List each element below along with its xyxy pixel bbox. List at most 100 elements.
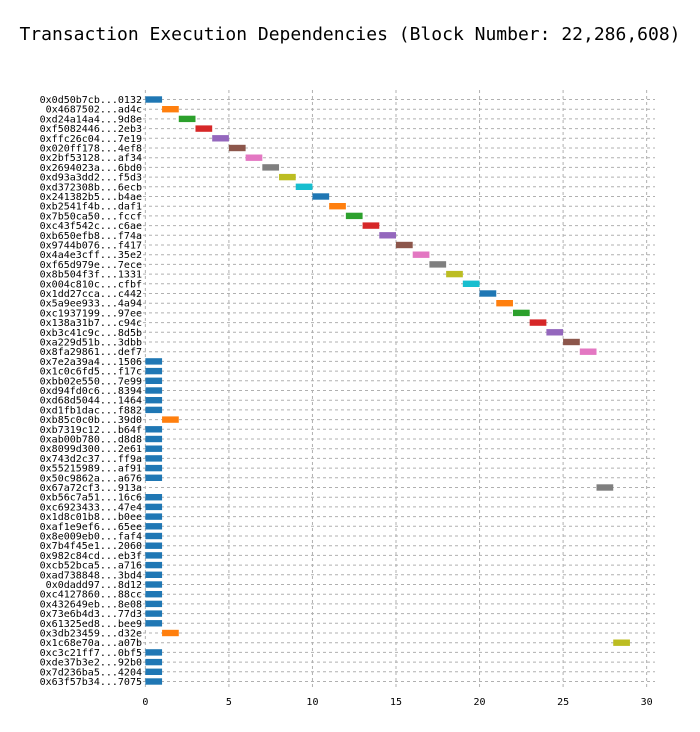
y-tick-label: 0xc1937199...97ee xyxy=(40,308,142,319)
chart-title: Transaction Execution Dependencies (Bloc… xyxy=(19,24,680,45)
y-tick-label: 0xb85c0c0b...39d0 xyxy=(40,415,142,426)
y-tick-label: 0x432649eb...8e08 xyxy=(40,599,142,610)
grid-layer xyxy=(137,90,655,690)
task-bar xyxy=(145,532,163,540)
y-tick-label: 0xaf1e9ef6...65ee xyxy=(40,522,142,533)
task-bar xyxy=(479,290,497,297)
task-bar xyxy=(145,649,163,656)
y-tick-label: 0x982c84cd...eb3f xyxy=(40,551,142,562)
y-tick-label: 0xb3c41c9c...8d5b xyxy=(40,328,142,339)
task-bar xyxy=(613,639,630,646)
y-tick-label: 0x241382b5...b4ae xyxy=(40,192,142,203)
y-tick-label: 0x020ff178...4ef8 xyxy=(40,144,142,155)
y-tick-label: 0xd1fb1dac...f882 xyxy=(40,405,142,416)
y-tick-label: 0x1dd27cca...c442 xyxy=(40,289,142,300)
y-tick-label: 0x7e2a39a4...1506 xyxy=(40,357,142,368)
task-bar xyxy=(496,300,513,307)
y-tick-label: 0x7d236ba5...4204 xyxy=(40,667,142,678)
y-tick-label: 0x8099d300...2e61 xyxy=(40,444,142,455)
y-tick-label: 0x7b50ca50...fccf xyxy=(40,211,142,222)
y-tick-label: 0x73e6b4d3...77d3 xyxy=(40,609,142,620)
y-tick-label: 0xc3c21ff7...0bf5 xyxy=(40,648,142,659)
task-bar xyxy=(145,591,163,598)
task-bar xyxy=(145,523,163,530)
x-tick-label: 20 xyxy=(474,697,486,708)
bar-layer xyxy=(145,96,630,685)
task-bar xyxy=(145,571,163,578)
y-tick-label: 0x1c68e70a...a07b xyxy=(40,638,142,649)
task-bar xyxy=(145,96,163,103)
y-tick-label: 0xd68d5044...1464 xyxy=(40,396,142,407)
x-tick-label: 0 xyxy=(142,697,148,708)
task-bar xyxy=(145,397,163,404)
task-bar xyxy=(579,348,597,355)
y-tick-label: 0xffc26c04...7e19 xyxy=(40,134,142,145)
task-bar xyxy=(212,135,229,142)
y-tick-label: 0x1d8c01b8...b0ee xyxy=(40,512,142,523)
task-bar xyxy=(262,164,280,171)
task-bar xyxy=(145,678,163,685)
task-bar xyxy=(145,387,163,394)
task-bar xyxy=(145,561,163,569)
y-tick-label: 0x2bf53128...af34 xyxy=(40,153,142,164)
y-tick-label: 0xb2541f4b...daf1 xyxy=(40,202,142,213)
task-bar xyxy=(195,125,213,132)
task-bar xyxy=(362,222,380,229)
y-tick-label: 0x004c810c...cfbf xyxy=(40,279,142,290)
task-bar xyxy=(345,212,363,220)
task-bar xyxy=(312,193,330,200)
y-tick-label: 0x50c9862a...a676 xyxy=(40,473,142,484)
y-tick-label: 0xf5082446...2eb3 xyxy=(40,124,142,135)
task-bar xyxy=(228,144,246,152)
y-tick-label: 0xab00b780...d8d8 xyxy=(40,435,142,446)
task-bar xyxy=(145,620,163,627)
y-tick-label: 0x0dadd97...8d12 xyxy=(46,580,142,591)
task-bar xyxy=(145,377,163,384)
y-tick-label: 0xc43f542c...c6ae xyxy=(40,221,142,232)
y-tick-label: 0x4687502...ad4c xyxy=(46,105,142,116)
x-tick-label: 30 xyxy=(641,697,653,708)
task-bar xyxy=(145,513,163,520)
task-bar xyxy=(429,261,447,268)
y-tick-label: 0xb7319c12...b64f xyxy=(40,425,142,436)
x-tick-label: 10 xyxy=(306,697,318,708)
task-bar xyxy=(279,173,296,181)
task-bar xyxy=(145,474,163,481)
task-bar xyxy=(295,183,313,190)
task-bar xyxy=(145,503,163,511)
task-bar xyxy=(145,426,163,433)
task-bar xyxy=(329,203,346,210)
y-tick-label: 0x67a72cf3...913a xyxy=(40,483,142,494)
task-bar xyxy=(563,338,580,346)
task-bar xyxy=(446,270,463,278)
y-tick-label: 0x8e009eb0...faf4 xyxy=(40,532,142,543)
task-bar xyxy=(512,309,530,317)
task-bar xyxy=(145,464,163,472)
y-tick-label: 0x9744b076...f417 xyxy=(40,241,142,252)
y-tick-label: 0x8b504f3f...1331 xyxy=(40,270,142,281)
task-bar xyxy=(145,445,163,452)
y-tick-label: 0xc4127860...88cc xyxy=(40,590,142,601)
y-tick-label: 0x63f57b34...7075 xyxy=(40,677,142,688)
task-bar xyxy=(145,542,163,549)
y-tick-label: 0x61325ed8...bee9 xyxy=(40,619,142,630)
task-bar xyxy=(596,484,614,491)
y-tick-label: 0x138a31b7...c94c xyxy=(40,318,142,329)
task-bar xyxy=(145,552,163,559)
task-bar xyxy=(546,329,564,336)
y-tick-label: 0xad738848...3bd4 xyxy=(40,570,142,581)
task-bar xyxy=(145,455,163,462)
task-bar xyxy=(178,115,196,123)
task-bar xyxy=(379,232,396,239)
y-tick-label: 0xb650efb8...f74a xyxy=(40,231,142,242)
y-tick-label: 0x55215989...af91 xyxy=(40,464,142,475)
task-bar xyxy=(145,367,163,375)
y-tick-label: 0x3db23459...d32e xyxy=(40,629,142,640)
task-bar xyxy=(145,668,163,675)
y-tick-label: 0x0d50b7cb...0132 xyxy=(40,95,142,106)
y-tick-label: 0xf65d979e...7ece xyxy=(40,260,142,271)
y-tick-label: 0x8fa29861...def7 xyxy=(40,347,142,358)
x-tick-label: 25 xyxy=(557,697,569,708)
y-tick-label: 0xd24a14a4...9d8e xyxy=(40,114,142,125)
